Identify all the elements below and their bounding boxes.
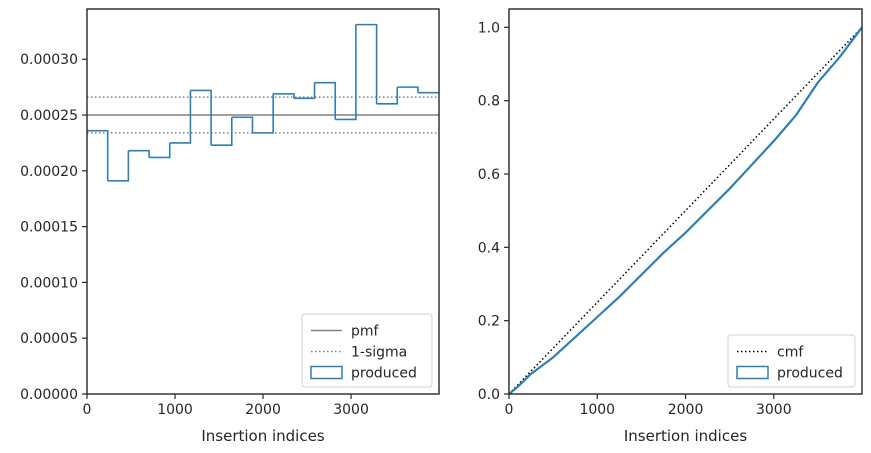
legend: pmf 1-sigma produced xyxy=(301,313,433,388)
y-tick-label: 0.00005 xyxy=(20,331,78,347)
histogram-bin xyxy=(169,90,192,144)
y-tick-label: 0.4 xyxy=(478,240,500,256)
y-tick-label: 0.0 xyxy=(478,387,500,403)
x-axis-title: Insertion indices xyxy=(201,427,324,445)
y-tick-label: 0.8 xyxy=(478,94,500,110)
histogram-bin xyxy=(397,86,419,93)
histogram-bin xyxy=(149,142,171,159)
x-tick-label: 2000 xyxy=(245,402,281,418)
histogram-bin xyxy=(107,150,130,182)
y-tick-label: 0.2 xyxy=(478,314,500,330)
x-tick-label: 1000 xyxy=(157,402,193,418)
legend-swatch-produced xyxy=(310,365,343,380)
x-tick-label: 2000 xyxy=(668,402,704,418)
y-tick-label: 0.00020 xyxy=(20,164,78,180)
histogram-bin xyxy=(128,149,150,158)
plot-content xyxy=(87,23,439,182)
histogram-bin xyxy=(293,82,316,100)
legend-label-produced: produced xyxy=(351,366,417,382)
y-tick-label: 1.0 xyxy=(478,20,500,36)
series-produced xyxy=(509,26,862,394)
histogram-bin xyxy=(211,117,233,146)
histogram-bin xyxy=(355,23,378,104)
histogram-bin xyxy=(87,129,109,181)
y-tick-label: 0.00015 xyxy=(20,220,78,236)
y-tick-label: 0.6 xyxy=(478,167,500,183)
legend-label-pmf: pmf xyxy=(351,324,380,340)
histogram-bin xyxy=(252,93,274,134)
y-tick-label: 0.00030 xyxy=(20,52,78,68)
y-tick-label: 0.00010 xyxy=(20,275,78,291)
series-cmf xyxy=(509,26,862,394)
histogram-bin xyxy=(376,87,399,105)
legend: cmf produced xyxy=(727,334,856,388)
histogram-bin xyxy=(335,24,357,121)
y-tick-label: 0.00025 xyxy=(20,108,78,124)
plot-content xyxy=(509,26,862,394)
x-tick-label: 0 xyxy=(505,402,514,418)
x-axis-title: Insertion indices xyxy=(624,427,747,445)
x-tick-label: 1000 xyxy=(579,402,615,418)
legend-box xyxy=(727,334,856,388)
legend-label-1-sigma: 1-sigma xyxy=(351,345,407,361)
y-tick-label: 0.00000 xyxy=(20,387,78,403)
x-tick-label: 0 xyxy=(83,402,92,418)
legend-swatch-produced xyxy=(736,365,769,380)
legend-label-cmf: cmf xyxy=(777,345,804,361)
legend-label-produced: produced xyxy=(777,366,843,382)
histogram-bin xyxy=(273,93,295,99)
x-tick-label: 3000 xyxy=(333,402,369,418)
legend-box xyxy=(301,313,433,388)
x-tick-label: 3000 xyxy=(756,402,792,418)
histogram-bin xyxy=(231,116,254,133)
histogram-bin xyxy=(190,89,212,146)
histogram-bin xyxy=(314,81,337,120)
